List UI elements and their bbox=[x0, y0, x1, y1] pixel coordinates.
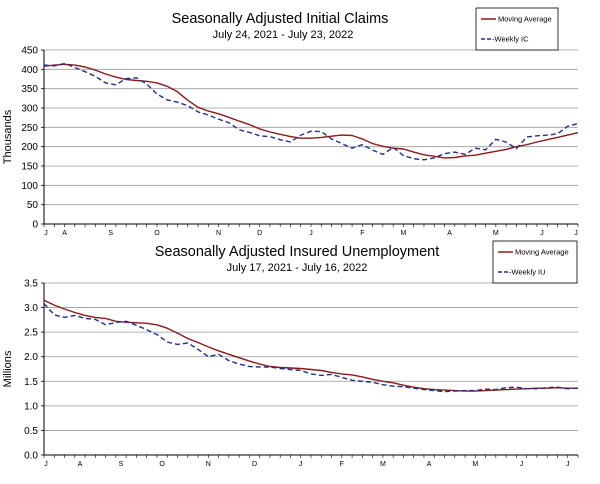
legend: Moving Average -Weekly IU bbox=[492, 240, 578, 284]
chart-2: Seasonally Adjusted Insured Unemployment… bbox=[2, 240, 579, 468]
y-tick-label: 0 bbox=[32, 220, 38, 231]
x-month-label: F bbox=[340, 461, 344, 468]
y-tick-label: 150 bbox=[21, 162, 38, 173]
y-tick-label: 1.5 bbox=[24, 377, 38, 388]
moving-average-line bbox=[43, 299, 578, 392]
x-month-label: D bbox=[252, 461, 257, 468]
x-month-label: O bbox=[154, 230, 160, 237]
legend-box bbox=[492, 240, 578, 284]
x-month-label: J bbox=[574, 230, 578, 237]
moving-average-line bbox=[43, 63, 579, 159]
legend: Moving Average -Weekly IC bbox=[475, 7, 559, 51]
y-tick-label: 2.5 bbox=[24, 328, 38, 339]
x-month-label: J bbox=[520, 461, 524, 468]
chart-title: Seasonally Adjusted Initial Claims bbox=[172, 11, 389, 27]
x-month-label: S bbox=[119, 461, 124, 468]
x-month-label: J bbox=[566, 461, 570, 468]
chart-1: Seasonally Adjusted Initial Claims July 2… bbox=[2, 7, 579, 237]
y-tick-label: 100 bbox=[21, 181, 38, 192]
y-tick-label: 0.5 bbox=[24, 426, 38, 437]
y-tick-label: 2.0 bbox=[24, 352, 38, 363]
weekly-line bbox=[43, 303, 579, 393]
legend-label-weekly: -Weekly IC bbox=[492, 35, 529, 44]
x-month-label: O bbox=[159, 461, 165, 468]
chart-title: Seasonally Adjusted Insured Unemployment bbox=[155, 244, 440, 260]
series-weekly bbox=[43, 303, 579, 393]
y-tick-label: 250 bbox=[21, 123, 38, 134]
x-month-label: A bbox=[447, 230, 452, 237]
x-month-label: J bbox=[44, 461, 48, 468]
x-month-label: M bbox=[401, 230, 407, 237]
legend-box bbox=[475, 7, 559, 51]
series-moving-average bbox=[43, 299, 578, 392]
x-month-label: J bbox=[309, 230, 313, 237]
x-month-label: J bbox=[44, 230, 48, 237]
x-month-label: A bbox=[427, 461, 432, 468]
x-month-label: D bbox=[257, 230, 262, 237]
x-month-label: M bbox=[472, 461, 478, 468]
legend-label-moving-average: Moving Average bbox=[498, 15, 552, 24]
x-month-label: J bbox=[299, 461, 303, 468]
y-tick-label: 3.5 bbox=[24, 279, 38, 290]
chart-subtitle: July 17, 2021 - July 16, 2022 bbox=[227, 262, 368, 274]
series-moving-average bbox=[43, 63, 579, 159]
y-tick-label: 0.0 bbox=[24, 451, 38, 462]
weekly-line bbox=[43, 62, 579, 161]
y-tick-label: 3.0 bbox=[24, 303, 38, 314]
legend-label-weekly: -Weekly IU bbox=[509, 268, 546, 277]
y-tick-label: 1.0 bbox=[24, 401, 38, 412]
x-month-label: F bbox=[360, 230, 364, 237]
series-weekly bbox=[43, 62, 579, 161]
x-month-label: N bbox=[216, 230, 221, 237]
x-month-label: A bbox=[62, 230, 67, 237]
legend-label-moving-average: Moving Average bbox=[515, 248, 569, 257]
x-month-label: J bbox=[540, 230, 544, 237]
x-month-label: N bbox=[206, 461, 211, 468]
y-tick-label: 50 bbox=[27, 200, 39, 211]
y-tick-label: 200 bbox=[21, 142, 38, 153]
y-tick-label: 450 bbox=[21, 46, 38, 57]
y-axis-label: Millions bbox=[2, 350, 14, 387]
chart-subtitle: July 24, 2021 - July 23, 2022 bbox=[213, 29, 354, 41]
y-tick-label: 400 bbox=[21, 65, 38, 76]
x-month-label: M bbox=[493, 230, 499, 237]
y-tick-label: 300 bbox=[21, 104, 38, 115]
y-tick-label: 350 bbox=[21, 84, 38, 95]
x-month-label: A bbox=[78, 461, 83, 468]
y-axis-label: Thousands bbox=[2, 109, 14, 164]
x-month-label: M bbox=[380, 461, 386, 468]
x-month-label: S bbox=[108, 230, 113, 237]
